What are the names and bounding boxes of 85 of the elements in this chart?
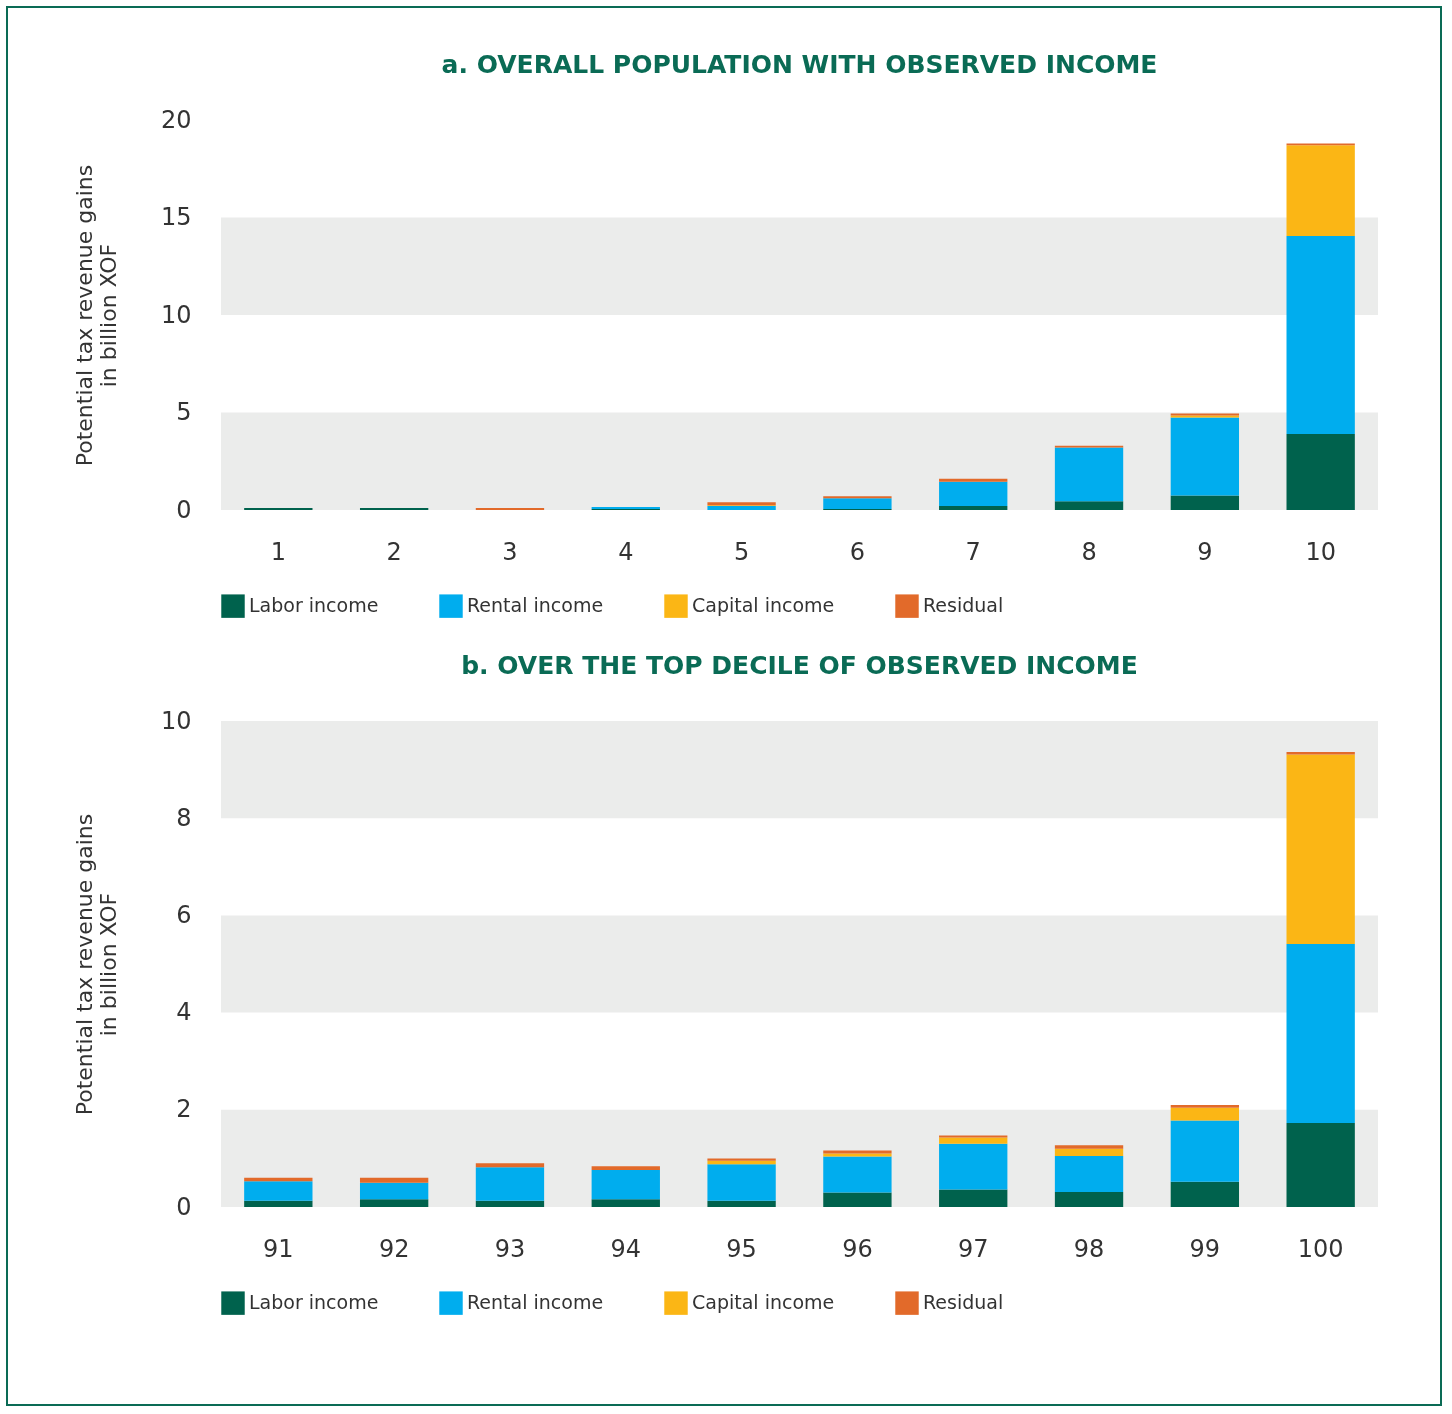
y-axis-title: Potential tax revenue gains in billion XOF — [71, 813, 121, 1116]
bar — [1054, 1191, 1124, 1207]
x-tick-label: 10 — [1305, 537, 1336, 566]
chart-title: b. OVER THE TOP DECILE OF OBSERVED INCOME — [461, 651, 1138, 680]
legend-label: Residual — [923, 594, 1004, 617]
bar — [1286, 433, 1355, 510]
bar — [1170, 1120, 1240, 1182]
x-tick-label: 97 — [957, 1234, 989, 1263]
legend-label: Labor income — [249, 594, 379, 617]
y-tick-label: 15 — [160, 203, 192, 231]
x-tick-label: 2 — [386, 537, 402, 566]
y-tick-label: 20 — [160, 105, 192, 134]
x-tick-label: 1 — [270, 537, 286, 566]
bar — [475, 1163, 545, 1168]
x-tick-label: 95 — [726, 1234, 757, 1263]
bar — [359, 1199, 429, 1207]
legend-label: Capital income — [692, 1291, 835, 1314]
bar — [475, 1200, 545, 1207]
bar — [244, 1181, 313, 1201]
bar — [1286, 1122, 1355, 1207]
bar — [939, 1189, 1008, 1207]
y-tick-label: 10 — [160, 300, 192, 329]
bar — [1170, 495, 1240, 510]
x-tick-label: 99 — [1189, 1234, 1221, 1263]
y-axis-title: Potential tax revenue gains in billion XOF — [71, 164, 121, 467]
bar — [1286, 236, 1355, 434]
bar — [1054, 501, 1124, 510]
bar — [707, 1200, 776, 1207]
bar — [823, 1192, 892, 1207]
bar — [1170, 1181, 1240, 1207]
y-tick-label: 6 — [176, 900, 192, 929]
x-tick-label: 4 — [618, 537, 634, 566]
bar — [823, 1156, 892, 1193]
x-tick-label: 6 — [849, 537, 866, 566]
bar — [707, 1158, 776, 1161]
x-tick-label: 7 — [965, 537, 981, 566]
legend-label: Residual — [923, 1291, 1004, 1314]
legend-label: Capital income — [692, 594, 835, 617]
legend-label: Labor income — [249, 1291, 379, 1314]
bar — [1054, 1155, 1124, 1192]
x-tick-label: 94 — [610, 1234, 642, 1263]
y-tick-label: 0 — [176, 1192, 192, 1221]
x-tick-label: 3 — [502, 537, 518, 566]
bar — [707, 1164, 776, 1201]
bar — [939, 1137, 1008, 1144]
bar — [359, 1182, 429, 1200]
bar — [475, 1167, 545, 1201]
bar — [591, 1170, 660, 1200]
bar — [823, 498, 892, 510]
bar — [359, 1177, 429, 1183]
x-tick-label: 5 — [733, 537, 750, 566]
bar — [1170, 1104, 1240, 1108]
y-tick-label: 10 — [160, 706, 192, 735]
bar — [939, 478, 1008, 482]
bar — [1054, 447, 1124, 502]
bar — [1286, 944, 1355, 1123]
bar — [591, 1199, 660, 1207]
x-tick-label: 91 — [263, 1234, 294, 1263]
bar — [1054, 1145, 1124, 1149]
bar — [1170, 1107, 1240, 1121]
x-tick-label: 8 — [1081, 537, 1097, 566]
legend-label: Rental income — [467, 594, 604, 617]
legend-label: Rental income — [467, 1291, 604, 1314]
y-tick-label: 0 — [176, 495, 192, 524]
bar — [939, 506, 1008, 510]
y-tick-label: 4 — [176, 998, 192, 1027]
x-tick-label: 9 — [1197, 537, 1213, 566]
y-tick-label: 5 — [176, 398, 192, 426]
bar — [1170, 417, 1240, 496]
y-tick-label: 8 — [176, 803, 192, 832]
bar — [939, 481, 1008, 507]
x-tick-label: 100 — [1297, 1234, 1344, 1263]
x-tick-label: 96 — [842, 1234, 873, 1263]
bar — [1286, 754, 1355, 945]
chart-title: a. OVERALL POPULATION WITH OBSERVED INCOME — [441, 50, 1158, 79]
x-tick-label: 93 — [494, 1234, 526, 1263]
x-tick-label: 98 — [1073, 1234, 1105, 1263]
bar — [1054, 1148, 1124, 1156]
x-tick-label: 92 — [378, 1234, 410, 1263]
bar — [1286, 145, 1355, 237]
bar — [591, 1166, 660, 1171]
bar — [1286, 752, 1355, 755]
bar — [939, 1143, 1008, 1190]
y-tick-label: 2 — [176, 1095, 192, 1124]
bar — [244, 1200, 313, 1207]
